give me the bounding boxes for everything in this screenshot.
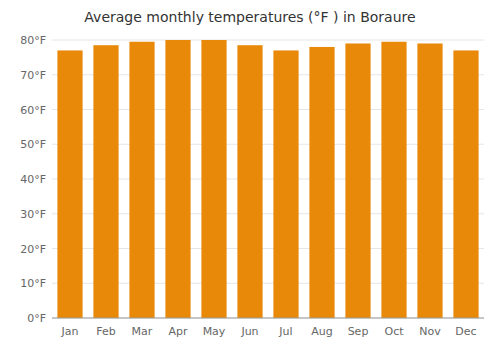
bar (309, 47, 334, 318)
bar (381, 42, 406, 318)
bar (345, 43, 370, 318)
grid-line (52, 318, 484, 319)
chart-svg: Average monthly temperatures (°F ) in Bo… (0, 0, 500, 350)
y-tick-label: 10°F (20, 277, 46, 290)
x-tick-label: Mar (132, 325, 153, 338)
chart-container: Average monthly temperatures (°F ) in Bo… (0, 0, 500, 350)
bar (237, 45, 262, 318)
y-tick-label: 30°F (20, 208, 46, 221)
y-tick-label: 0°F (27, 312, 46, 325)
x-tick-label: Jul (278, 325, 292, 338)
bar (57, 50, 82, 318)
bar (417, 43, 442, 318)
x-tick-label: Dec (455, 325, 476, 338)
x-axis-line (52, 318, 484, 319)
x-tick-label: Jan (61, 325, 79, 338)
grid-line (52, 40, 484, 41)
bar (273, 50, 298, 318)
x-axis: Jan Feb Mar Apr May Jun Jul Aug Sep Oct Nov Dec (52, 318, 484, 338)
y-axis: 0°F 10°F 20°F 30°F 40°F 50°F 60°F 70°F 80°F (20, 34, 484, 325)
x-tick-label: Aug (311, 325, 332, 338)
x-tick-label: Nov (419, 325, 441, 338)
chart-title: Average monthly temperatures (°F ) in Bo… (84, 9, 415, 25)
y-tick-label: 70°F (20, 69, 46, 82)
x-tick-label: Jun (240, 325, 258, 338)
y-tick-label: 80°F (20, 34, 46, 47)
y-tick-label: 20°F (20, 243, 46, 256)
bar (165, 40, 190, 318)
x-tick-label: Apr (168, 325, 188, 338)
bar (93, 45, 118, 318)
x-tick-label: May (203, 325, 226, 338)
x-tick-label: Feb (96, 325, 115, 338)
bars (57, 40, 478, 318)
y-tick-label: 50°F (20, 138, 46, 151)
bar (129, 42, 154, 318)
y-tick-label: 60°F (20, 104, 46, 117)
bar (453, 50, 478, 318)
y-tick-label: 40°F (20, 173, 46, 186)
bar (201, 40, 226, 318)
x-tick-label: Oct (384, 325, 404, 338)
x-tick-label: Sep (348, 325, 369, 338)
